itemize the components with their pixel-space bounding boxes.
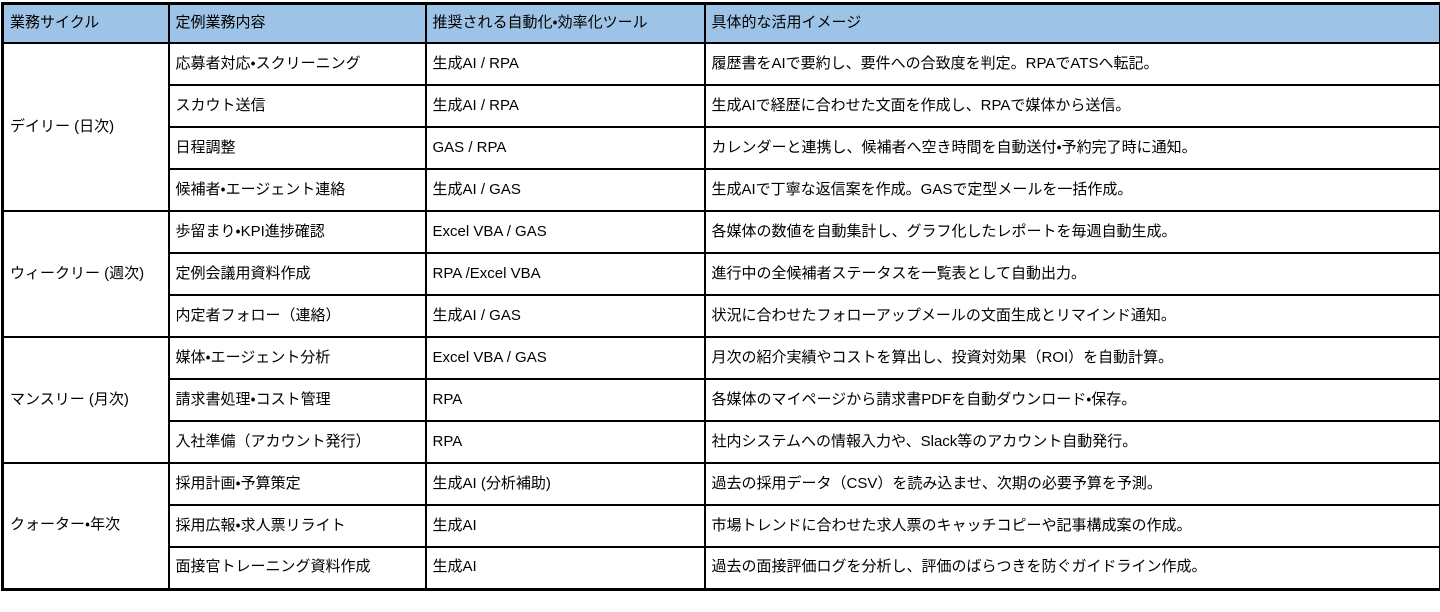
tools-cell: 生成AI / RPA: [424, 42, 706, 86]
usage-cell: 市場トレンドに合わせた求人票のキャッチコピーや記事構成案の作成。: [703, 504, 1440, 548]
header-cell-task: 定例業務内容: [167, 2, 427, 44]
table-row: 面接官トレーニング資料作成 生成AI 過去の面接評価ログを分析し、評価のばらつき…: [3, 546, 1440, 590]
table-row: 候補者・エージェント連絡 生成AI / GAS 生成AIで丁寧な返信案を作成。G…: [3, 168, 1440, 212]
task-cell: 採用広報・求人票リライト: [167, 504, 427, 548]
header-cell-tools: 推奨される自動化・効率化ツール: [424, 2, 706, 44]
usage-cell: カレンダーと連携し、候補者へ空き時間を自動送付・予約完了時に通知。: [703, 126, 1440, 170]
table-row: スカウト送信 生成AI / RPA 生成AIで経歴に合わせた文面を作成し、RPA…: [3, 84, 1440, 128]
table-row: ウィークリー (週次) 歩留まり・KPI進捗確認 Excel VBA / GAS…: [1, 210, 1440, 338]
task-cell: 歩留まり・KPI進捗確認: [167, 210, 427, 254]
usage-cell: 過去の採用データ（CSV）を読み込ませ、次期の必要予算を予測。: [703, 462, 1440, 506]
tools-cell: 生成AI / RPA: [424, 84, 706, 128]
usage-cell: 社内システムへの情報入力や、Slack等のアカウント自動発行。: [703, 420, 1440, 464]
usage-cell: 生成AIで経歴に合わせた文面を作成し、RPAで媒体から送信。: [703, 84, 1440, 128]
tools-cell: Excel VBA / GAS: [424, 336, 706, 380]
cycle-cell-quarterly: クォーター・年次: [1, 462, 170, 590]
table-row: 定例会議用資料作成 RPA /Excel VBA 進行中の全候補者ステータスを一…: [3, 252, 1440, 296]
usage-cell: 各媒体のマイページから請求書PDFを自動ダウンロード・保存。: [703, 378, 1440, 422]
task-cell: 応募者対応・スクリーニング: [167, 42, 427, 86]
usage-cell: 月次の紹介実績やコストを算出し、投資対効果（ROI）を自動計算。: [703, 336, 1440, 380]
table-row: 入社準備（アカウント発行） RPA 社内システムへの情報入力や、Slack等のア…: [3, 420, 1440, 464]
task-cell: 定例会議用資料作成: [167, 252, 427, 296]
task-cell: 採用計画・予算策定: [167, 462, 427, 506]
tools-cell: 生成AI (分析補助): [424, 462, 706, 506]
tools-cell: GAS / RPA: [424, 126, 706, 170]
cycle-cell-monthly: マンスリー (月次): [1, 336, 170, 464]
table-row: デイリー (日次) 応募者対応・スクリーニング 生成AI / RPA 履歴書をA…: [1, 42, 1440, 212]
task-cell: 媒体・エージェント分析: [167, 336, 427, 380]
cycle-cell-weekly: ウィークリー (週次): [1, 210, 170, 338]
task-cell: 候補者・エージェント連絡: [167, 168, 427, 212]
header-cell-usage: 具体的な活用イメージ: [703, 2, 1440, 44]
tools-cell: 生成AI / GAS: [424, 168, 706, 212]
task-cell: 入社準備（アカウント発行）: [167, 420, 427, 464]
table-row: 採用広報・求人票リライト 生成AI 市場トレンドに合わせた求人票のキャッチコピー…: [3, 504, 1440, 548]
tools-cell: RPA: [424, 420, 706, 464]
usage-cell: 進行中の全候補者ステータスを一覧表として自動出力。: [703, 252, 1440, 296]
usage-cell: 履歴書をAIで要約し、要件への合致度を判定。RPAでATSへ転記。: [703, 42, 1440, 86]
usage-cell: 生成AIで丁寧な返信案を作成。GASで定型メールを一括作成。: [703, 168, 1440, 212]
usage-cell: 状況に合わせたフォローアップメールの文面生成とリマインド通知。: [703, 294, 1440, 338]
tools-cell: 生成AI: [424, 504, 706, 548]
header-row: 業務サイクル 定例業務内容 推奨される自動化・効率化ツール 具体的な活用イメージ: [1, 2, 1440, 44]
task-cell: 面接官トレーニング資料作成: [167, 546, 427, 590]
recruiting-automation-table: 業務サイクル 定例業務内容 推奨される自動化・効率化ツール 具体的な活用イメージ…: [1, 2, 1440, 591]
table-row: マンスリー (月次) 媒体・エージェント分析 Excel VBA / GAS 月…: [1, 336, 1440, 464]
task-cell: 内定者フォロー（連絡）: [167, 294, 427, 338]
cycle-cell-daily: デイリー (日次): [1, 42, 170, 212]
tools-cell: Excel VBA / GAS: [424, 210, 706, 254]
table-row: 日程調整 GAS / RPA カレンダーと連携し、候補者へ空き時間を自動送付・予…: [3, 126, 1440, 170]
task-cell: 請求書処理・コスト管理: [167, 378, 427, 422]
usage-cell: 過去の面接評価ログを分析し、評価のばらつきを防ぐガイドライン作成。: [703, 546, 1440, 590]
table-row: クォーター・年次 採用計画・予算策定 生成AI (分析補助) 過去の採用データ（…: [1, 462, 1440, 590]
header-cell-cycle: 業務サイクル: [1, 2, 170, 44]
tools-cell: RPA /Excel VBA: [424, 252, 706, 296]
task-cell: スカウト送信: [167, 84, 427, 128]
tools-cell: RPA: [424, 378, 706, 422]
tools-cell: 生成AI: [424, 546, 706, 590]
table-row: 請求書処理・コスト管理 RPA 各媒体のマイページから請求書PDFを自動ダウンロ…: [3, 378, 1440, 422]
usage-cell: 各媒体の数値を自動集計し、グラフ化したレポートを毎週自動生成。: [703, 210, 1440, 254]
tools-cell: 生成AI / GAS: [424, 294, 706, 338]
table-row: 内定者フォロー（連絡） 生成AI / GAS 状況に合わせたフォローアップメール…: [3, 294, 1440, 338]
task-cell: 日程調整: [167, 126, 427, 170]
